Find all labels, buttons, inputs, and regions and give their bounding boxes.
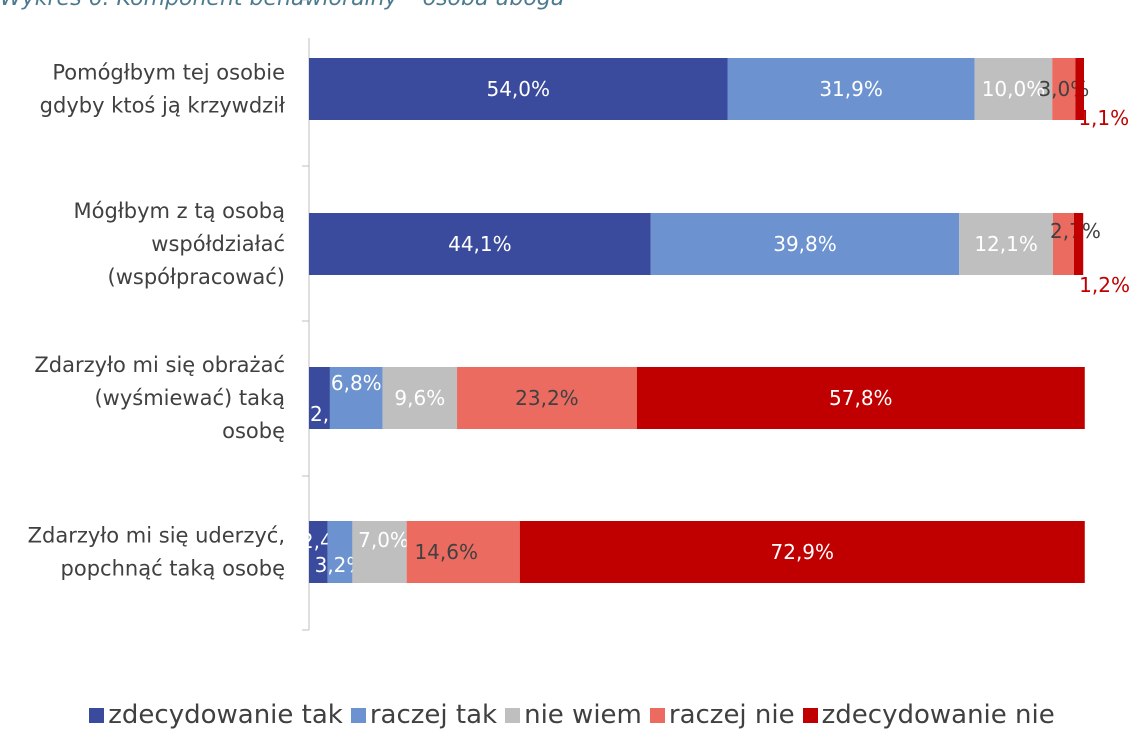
category-label: popchnąć taką osobę — [61, 557, 285, 581]
category-label: współdziałać — [151, 232, 285, 256]
data-label: 31,9% — [819, 77, 883, 101]
bar-segment-zdecydowanie-nie — [519, 521, 1085, 583]
bar-segment-raczej-nie — [406, 521, 520, 583]
legend-item: zdecydowanie tak — [89, 700, 343, 730]
bar-segment-zdecydowanie-tak — [309, 58, 728, 120]
legend-label: raczej nie — [668, 700, 795, 730]
category-label: Mógłbym z tą osobą — [74, 199, 285, 223]
category-label: Zdarzyło mi się obrażać — [34, 353, 285, 377]
bar-segment-raczej-tak — [727, 58, 975, 120]
category-label: (współpracować) — [108, 265, 285, 289]
bar-segment-nie-wiem — [974, 58, 1053, 120]
bar-segment-raczej-tak — [650, 213, 960, 275]
data-label: 54,0% — [486, 77, 550, 101]
chart-title: Wykres 6. Komponent behawioralny – osoba… — [0, 0, 1144, 11]
bar-segment-raczej-tak — [329, 367, 383, 429]
bar-segment-zdecydowanie-nie — [1073, 213, 1084, 275]
bar-segment-zdecydowanie-nie — [636, 367, 1085, 429]
data-label: 1,1% — [1078, 106, 1129, 130]
legend-swatch — [89, 707, 105, 723]
legend-swatch — [505, 707, 521, 723]
category-label: gdyby ktoś ją krzywdził — [40, 94, 285, 118]
bar-segment-nie-wiem — [959, 213, 1053, 275]
legend-label: zdecydowanie tak — [108, 700, 343, 730]
legend-item: raczej tak — [350, 700, 498, 730]
bar-segment-raczej-nie — [1052, 58, 1076, 120]
bar-segment-nie-wiem — [382, 367, 458, 429]
legend-label: nie wiem — [524, 700, 642, 730]
legend-swatch — [350, 707, 366, 723]
legend-swatch — [649, 707, 665, 723]
data-label: 72,9% — [771, 540, 835, 564]
category-label: Pomógłbym tej osobie — [52, 61, 285, 85]
bar-segment-raczej-nie — [457, 367, 637, 429]
bar-segment-nie-wiem — [352, 521, 407, 583]
category-label: osobę — [222, 419, 285, 443]
legend-swatch — [802, 707, 818, 723]
data-label: 12,1% — [974, 232, 1038, 256]
legend-item: nie wiem — [505, 700, 642, 730]
data-label: 6,8% — [331, 371, 382, 395]
bar-segment-zdecydowanie-tak — [309, 213, 651, 275]
bar-segment-zdecydowanie-tak — [309, 367, 330, 429]
bar-segment-raczej-nie — [1053, 213, 1074, 275]
legend: zdecydowanie tak raczej tak nie wiem raczej… — [0, 700, 1144, 730]
data-label: 39,8% — [773, 232, 837, 256]
legend-item: raczej nie — [649, 700, 795, 730]
data-label: 57,8% — [829, 386, 893, 410]
data-label: 23,2% — [515, 386, 579, 410]
bar-segment-raczej-tak — [327, 521, 353, 583]
legend-label: raczej tak — [369, 700, 498, 730]
data-label: 44,1% — [448, 232, 512, 256]
bar-segment-zdecydowanie-nie — [1075, 58, 1084, 120]
data-label: 10,0% — [982, 77, 1046, 101]
data-label: 7,0% — [358, 528, 409, 552]
data-label: 9,6% — [394, 386, 445, 410]
legend-item: zdecydowanie nie — [802, 700, 1055, 730]
bar-segment-zdecydowanie-tak — [309, 521, 328, 583]
legend-label: zdecydowanie nie — [821, 700, 1055, 730]
category-label: (wyśmiewać) taką — [94, 386, 285, 410]
category-label: Zdarzyło mi się uderzyć, — [28, 524, 285, 548]
data-label: 1,2% — [1079, 273, 1130, 297]
chart-svg: Pomógłbym tej osobie gdyby ktoś ją krzywd… — [28, 0, 1130, 631]
data-label: 14,6% — [414, 540, 478, 564]
